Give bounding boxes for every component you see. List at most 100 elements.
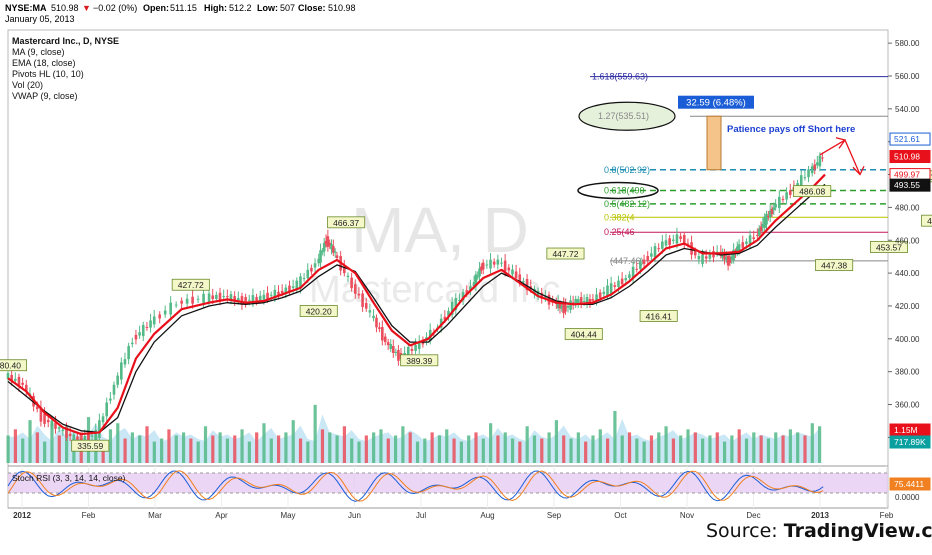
volume-bar [233, 435, 237, 463]
volume-bar [620, 435, 624, 463]
candle-body [574, 299, 577, 305]
pivot-label-box [793, 185, 832, 198]
pivot-label: 427.72 [178, 280, 204, 290]
candle-body [346, 275, 350, 278]
candle-body [730, 256, 734, 259]
stoch-badge: 75.4411 [894, 479, 924, 489]
candle-body [465, 290, 469, 295]
watermark-big: MA, D [351, 194, 529, 266]
volume-bar [64, 426, 69, 463]
legend-entry: EMA (18, close) [12, 58, 76, 68]
candle-body [591, 299, 595, 301]
volume-bar [240, 429, 244, 463]
candle-body [269, 294, 273, 296]
source-credit: Source: TradingView.com [706, 520, 932, 542]
volume-bar [255, 432, 259, 463]
volume-bar [474, 432, 478, 463]
volume-bar [123, 438, 127, 463]
candle-body [291, 286, 295, 288]
volume-bar [313, 404, 317, 463]
price-tick-label: 540.00 [895, 105, 920, 114]
candle-body [675, 234, 679, 244]
candle-body [785, 192, 788, 200]
candle-body [609, 283, 613, 294]
candle-body [277, 291, 280, 295]
candle-body [87, 434, 90, 441]
candle-body [646, 256, 650, 261]
candle-body [288, 285, 291, 292]
candle-body [748, 235, 752, 246]
header-date: January 05, 2013 [5, 14, 75, 24]
volume-bar [247, 441, 251, 463]
candle-body [330, 244, 333, 250]
candle-body [566, 305, 570, 308]
volume-bar [481, 438, 485, 463]
candle-body [588, 299, 592, 303]
pivot-label: 404.44 [571, 330, 597, 340]
volume-bar [298, 438, 303, 463]
volume-bar [320, 429, 325, 463]
pivot-label: 447.72 [552, 249, 578, 259]
candle-body [582, 301, 586, 303]
pivot-label-box [71, 439, 110, 452]
candle-body [343, 266, 346, 274]
month-label: 2013 [811, 511, 829, 520]
candle-body [770, 208, 774, 214]
volume-bar [401, 426, 405, 463]
volume-bar [701, 438, 705, 463]
candle-body [149, 320, 152, 328]
volume-bar [730, 435, 734, 463]
candle-body [332, 246, 335, 253]
volume-bar [174, 435, 178, 463]
candle-body [163, 310, 167, 315]
candle-body [361, 293, 364, 307]
candle-body [284, 287, 288, 294]
header-close: 510.98 [328, 3, 356, 13]
candle-body [671, 239, 675, 241]
fib-ellipse [578, 101, 676, 131]
candle-body [196, 298, 200, 300]
candle-body [350, 277, 353, 289]
candle-body [319, 250, 322, 263]
volume-bar [196, 441, 200, 463]
candle-body [480, 266, 483, 271]
month-label: Feb [880, 511, 894, 520]
candle-body [767, 215, 770, 218]
candle-body [152, 316, 156, 325]
volume-bar [28, 420, 32, 463]
volume-bar [218, 432, 222, 463]
candle-body [639, 261, 642, 270]
pivot-label: 380.40 [0, 361, 21, 371]
candle-body [701, 254, 704, 264]
candle-body [807, 169, 810, 178]
fib-label: 0.8(502.92) [604, 165, 650, 175]
candle-body [576, 299, 580, 303]
volume-bar [649, 435, 654, 463]
arrow-head [852, 165, 865, 176]
volume-bar [766, 438, 771, 463]
source-brand: TradingView.com [783, 520, 932, 542]
candle-body [50, 420, 54, 427]
candle-body [737, 244, 741, 251]
candle-body [679, 236, 682, 239]
candle-body [397, 349, 400, 361]
candle-body [598, 292, 602, 299]
volume-bar [189, 438, 193, 463]
candle-body [43, 413, 46, 424]
candle-body [540, 292, 544, 299]
pivot-label: 466.37 [333, 218, 359, 228]
candle-body [54, 422, 57, 429]
candle-body [255, 297, 258, 301]
candle-body [735, 246, 739, 254]
candle-body [657, 248, 660, 250]
candle-body [414, 345, 417, 351]
pivot-label: 453.57 [876, 242, 902, 252]
volume-bar [788, 429, 792, 463]
volume-bar [408, 432, 412, 463]
candle-body [763, 216, 766, 228]
stoch-tick-label: 0.0000 [895, 493, 920, 502]
legend-entry: VWAP (9, close) [12, 91, 78, 101]
candle-body [725, 257, 728, 260]
pivot-label: 420.20 [306, 307, 332, 317]
